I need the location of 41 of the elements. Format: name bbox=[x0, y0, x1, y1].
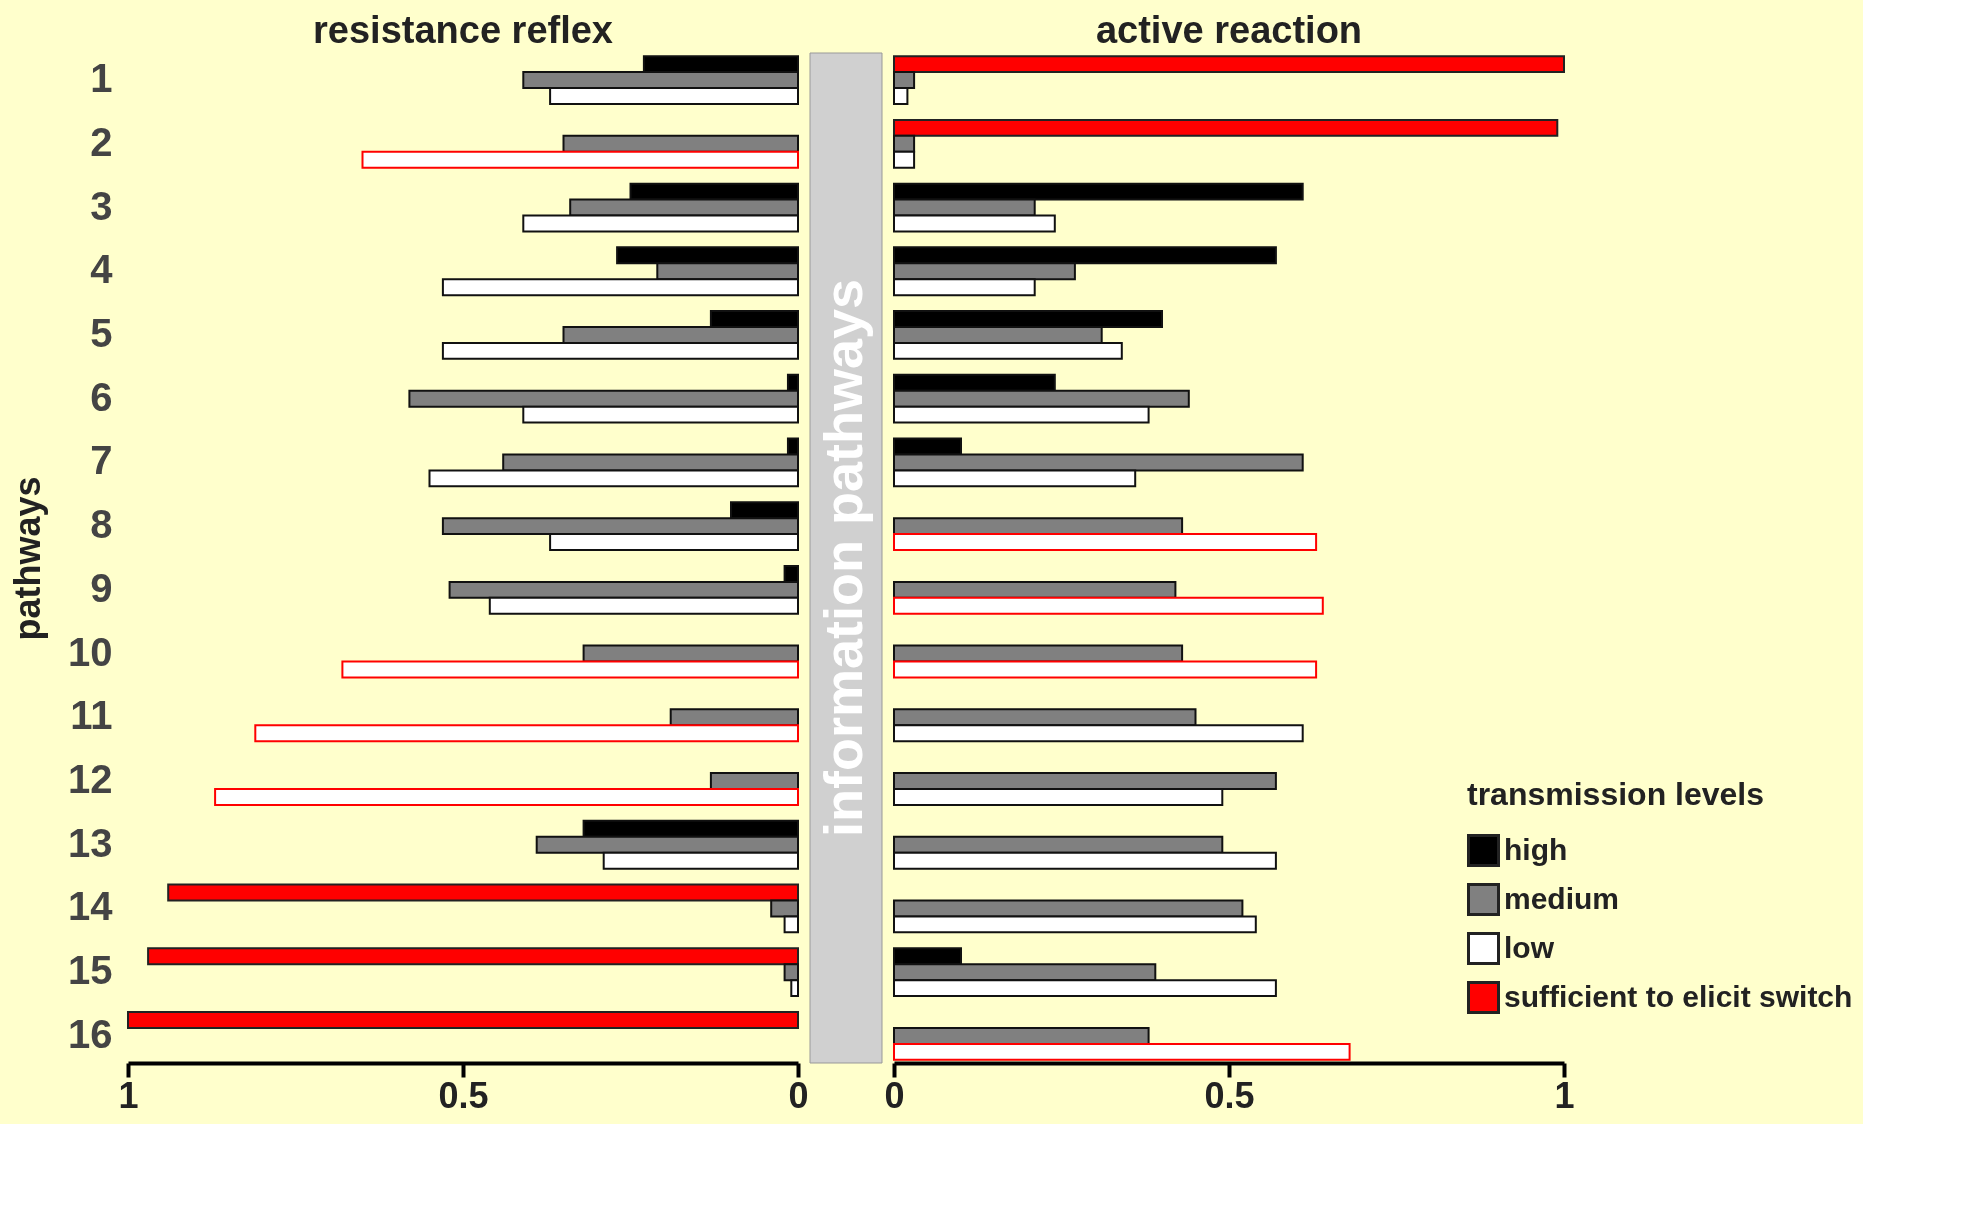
y-tick-label: 7 bbox=[90, 438, 113, 483]
y-tick-label: 11 bbox=[70, 693, 113, 738]
bar bbox=[167, 883, 799, 902]
x-tick-label: 0 bbox=[884, 1074, 905, 1116]
bar bbox=[127, 1011, 799, 1029]
chart-title: resistance reflex bbox=[313, 9, 613, 51]
bar bbox=[147, 947, 799, 966]
legend-label: high bbox=[1504, 832, 1568, 866]
y-tick-label: 8 bbox=[90, 502, 113, 547]
bar bbox=[893, 118, 1559, 137]
x-tick-label: 0.5 bbox=[438, 1074, 489, 1116]
bar bbox=[214, 787, 799, 806]
chart-title: active reaction bbox=[1095, 9, 1363, 51]
legend-label: low bbox=[1504, 930, 1555, 964]
bar bbox=[893, 660, 1318, 679]
legend-label: medium bbox=[1504, 881, 1620, 915]
y-axis-title: pathways bbox=[7, 476, 49, 641]
y-tick-label: 1 bbox=[90, 56, 113, 101]
y-tick-label: 5 bbox=[90, 310, 113, 355]
legend-title: transmission levels bbox=[1467, 776, 1765, 812]
y-tick-label: 13 bbox=[68, 820, 113, 865]
bar bbox=[361, 150, 799, 169]
bar bbox=[893, 533, 1318, 552]
y-tick-label: 6 bbox=[90, 374, 113, 419]
bar bbox=[893, 55, 1565, 74]
bar bbox=[341, 660, 799, 679]
legend-label: sufficient to elicit switch bbox=[1504, 979, 1853, 1013]
x-tick-label: 0.5 bbox=[1204, 1074, 1255, 1116]
y-tick-label: 2 bbox=[90, 119, 113, 164]
y-tick-label: 15 bbox=[68, 948, 113, 993]
x-tick-label: 0 bbox=[788, 1074, 809, 1116]
y-tick-label: 9 bbox=[90, 565, 113, 610]
y-tick-label: 3 bbox=[90, 183, 113, 228]
bar bbox=[254, 724, 799, 743]
y-tick-label: 16 bbox=[68, 1011, 113, 1056]
bar bbox=[893, 596, 1324, 615]
y-tick-label: 14 bbox=[68, 884, 114, 929]
y-tick-label: 12 bbox=[68, 757, 113, 802]
y-tick-label: 4 bbox=[90, 247, 114, 292]
x-tick-label: 1 bbox=[1554, 1074, 1575, 1116]
y-tick-label: 10 bbox=[68, 629, 113, 674]
